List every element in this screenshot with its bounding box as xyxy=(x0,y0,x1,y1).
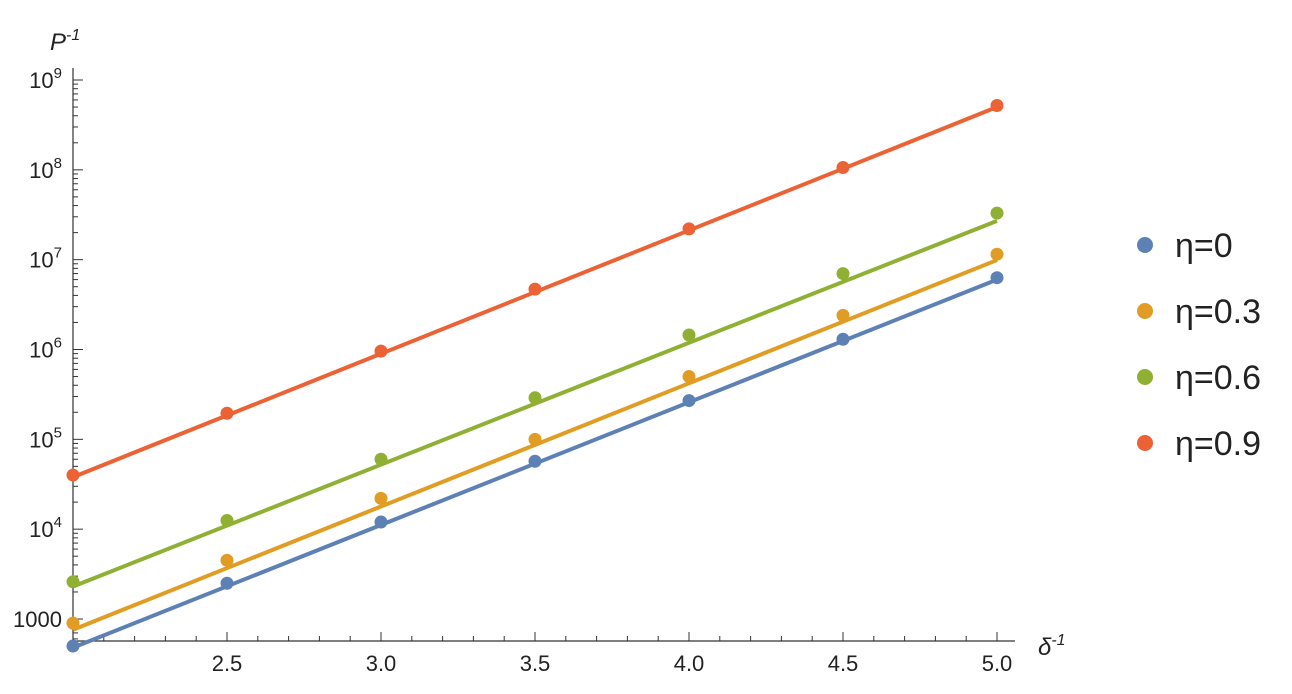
y-tick-label-exp: 8 xyxy=(54,155,62,172)
y-tick-label: 109 xyxy=(29,65,62,93)
data-point xyxy=(836,308,850,322)
data-point xyxy=(220,576,234,590)
data-point xyxy=(220,406,234,420)
legend: η=0 η=0.3 η=0.6 η=0.9 xyxy=(1137,227,1261,463)
data-point xyxy=(220,513,234,527)
y-tick-label: 107 xyxy=(29,245,62,273)
y-tick-label-exp: 5 xyxy=(54,424,62,441)
data-point xyxy=(66,575,80,589)
data-point xyxy=(682,328,696,342)
data-point xyxy=(990,247,1004,261)
legend-label: η=0 xyxy=(1175,227,1233,265)
data-point xyxy=(836,267,850,281)
data-point xyxy=(528,282,542,296)
data-point xyxy=(66,616,80,630)
x-tick-label: 3.0 xyxy=(366,651,397,676)
data-point xyxy=(374,491,388,505)
x-axis-label-sup: -1 xyxy=(1051,632,1065,649)
legend-label: η=0.3 xyxy=(1175,293,1261,331)
data-point xyxy=(990,99,1004,113)
legend-label: η=0.9 xyxy=(1175,425,1261,463)
data-point xyxy=(836,332,850,346)
data-point xyxy=(528,454,542,468)
y-tick-label-base: 10 xyxy=(29,248,53,273)
data-point xyxy=(374,515,388,529)
x-tick-label: 4.5 xyxy=(828,651,859,676)
data-point xyxy=(990,206,1004,220)
x-tick-label: 2.5 xyxy=(212,651,243,676)
x-tick-label: 5.0 xyxy=(982,651,1013,676)
data-points xyxy=(66,99,1004,653)
y-tick-label-exp: 6 xyxy=(54,335,62,352)
data-point xyxy=(682,394,696,408)
axis-labels: P-1 δ-1 xyxy=(50,27,1066,661)
data-point xyxy=(66,468,80,482)
y-tick-label-base: 10 xyxy=(29,517,53,542)
x-tick-label: 3.5 xyxy=(520,651,551,676)
data-point xyxy=(836,161,850,175)
legend-marker xyxy=(1137,237,1153,253)
y-tick-label-base: 10 xyxy=(29,338,53,363)
y-tick-label-exp: 4 xyxy=(54,514,62,531)
data-point xyxy=(220,553,234,567)
data-point xyxy=(682,370,696,384)
data-point xyxy=(682,222,696,236)
data-point xyxy=(528,432,542,446)
legend-marker xyxy=(1137,435,1153,451)
data-point xyxy=(374,344,388,358)
legend-label: η=0.6 xyxy=(1175,359,1261,397)
data-point xyxy=(66,639,80,653)
x-axis-label-base: δ xyxy=(1038,634,1052,661)
y-tick-label-exp: 9 xyxy=(54,65,62,82)
legend-marker xyxy=(1137,369,1153,385)
y-tick-label-base: 10 xyxy=(29,68,53,93)
y-tick-label: 105 xyxy=(29,424,62,452)
y-axis-label-base: P xyxy=(50,29,66,56)
x-axis-label: δ-1 xyxy=(1038,632,1066,661)
axes xyxy=(72,68,1015,642)
y-tick-label: 106 xyxy=(29,335,62,363)
y-axis-label-sup: -1 xyxy=(66,27,80,44)
data-point xyxy=(528,391,542,405)
x-tick-label: 4.0 xyxy=(674,651,705,676)
y-tick-label-base: 10 xyxy=(29,158,53,183)
data-point xyxy=(374,452,388,466)
y-tick-label-exp: 7 xyxy=(54,245,62,262)
y-tick-label-base: 10 xyxy=(29,427,53,452)
legend-marker xyxy=(1137,303,1153,319)
y-tick-label: 104 xyxy=(29,514,62,542)
data-point xyxy=(990,271,1004,285)
y-axis-label: P-1 xyxy=(50,27,80,56)
y-tick-label: 108 xyxy=(29,155,62,183)
fit-lines xyxy=(72,105,998,650)
y-tick-label: 1000 xyxy=(13,607,62,632)
